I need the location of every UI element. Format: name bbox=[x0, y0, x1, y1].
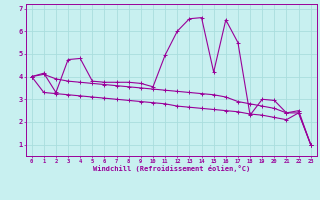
X-axis label: Windchill (Refroidissement éolien,°C): Windchill (Refroidissement éolien,°C) bbox=[92, 165, 250, 172]
